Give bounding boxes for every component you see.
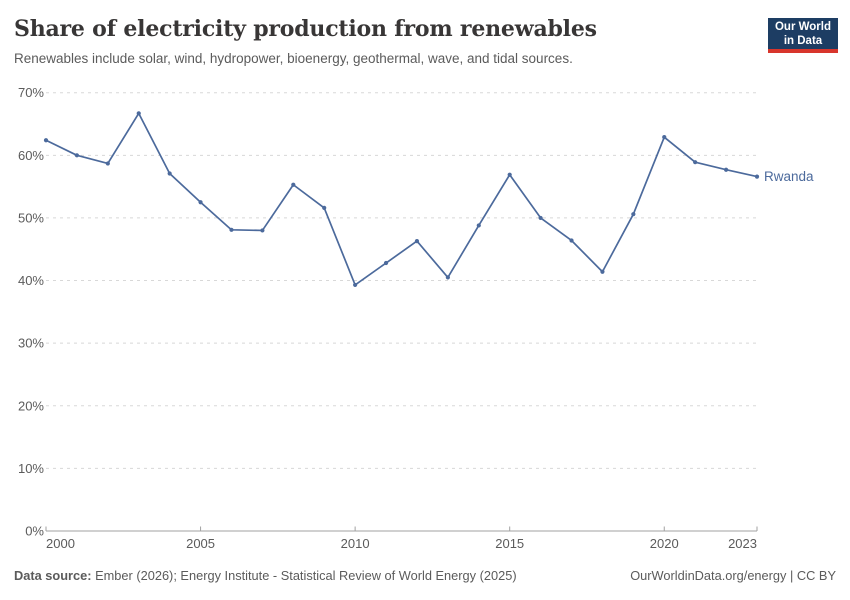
y-axis-tick-label: 60% bbox=[18, 148, 44, 163]
data-point[interactable] bbox=[693, 160, 698, 165]
y-axis-tick-label: 30% bbox=[18, 336, 44, 351]
x-axis-tick-label: 2020 bbox=[650, 536, 679, 551]
data-point[interactable] bbox=[383, 260, 389, 266]
y-axis-tick-label: 0% bbox=[25, 524, 44, 539]
data-point[interactable] bbox=[662, 135, 667, 140]
data-point[interactable] bbox=[538, 215, 543, 221]
x-axis-tick-label: 2015 bbox=[495, 536, 524, 551]
data-point[interactable] bbox=[631, 212, 636, 217]
chart-footer: Data source: Ember (2026); Energy Instit… bbox=[14, 568, 836, 583]
x-axis-tick-label: 2005 bbox=[186, 536, 215, 551]
data-point[interactable] bbox=[74, 153, 80, 158]
data-point[interactable] bbox=[291, 182, 296, 187]
data-point[interactable] bbox=[353, 282, 358, 288]
data-point[interactable] bbox=[260, 228, 265, 233]
owid-credit-link[interactable]: OurWorldinData.org/energy | CC BY bbox=[630, 568, 836, 583]
y-axis-tick-label: 20% bbox=[18, 398, 44, 413]
data-point[interactable] bbox=[167, 171, 172, 176]
y-axis-tick-label: 50% bbox=[18, 210, 44, 225]
y-axis-tick-label: 10% bbox=[18, 461, 44, 476]
data-point[interactable] bbox=[569, 238, 574, 243]
data-point[interactable] bbox=[600, 269, 605, 274]
series-line-rwanda[interactable] bbox=[45, 112, 758, 286]
owid-logo-line2: in Data bbox=[783, 35, 823, 47]
data-source-text: Ember (2026); Energy Institute - Statist… bbox=[91, 568, 517, 583]
data-point[interactable] bbox=[723, 167, 729, 172]
data-point[interactable] bbox=[229, 227, 234, 232]
data-point[interactable] bbox=[322, 205, 327, 211]
chart-subtitle: Renewables include solar, wind, hydropow… bbox=[14, 51, 573, 66]
owid-logo[interactable]: Our World in Data bbox=[768, 18, 838, 53]
chart-title: Share of electricity production from ren… bbox=[14, 16, 597, 42]
data-point[interactable] bbox=[476, 223, 481, 228]
data-source-note: Data source: Ember (2026); Energy Instit… bbox=[14, 568, 517, 583]
data-point[interactable] bbox=[445, 275, 450, 280]
owid-logo-line1: Our World bbox=[774, 21, 831, 33]
y-axis-tick-label: 70% bbox=[18, 85, 44, 100]
data-point[interactable] bbox=[507, 172, 512, 177]
x-axis-tick-label: 2000 bbox=[46, 536, 75, 551]
series-end-label[interactable]: Rwanda bbox=[764, 169, 814, 184]
data-point[interactable] bbox=[43, 138, 49, 143]
data-point[interactable] bbox=[414, 238, 420, 244]
data-point[interactable] bbox=[105, 161, 110, 166]
data-point[interactable] bbox=[136, 111, 141, 116]
x-axis-tick-label: 2010 bbox=[341, 536, 370, 551]
data-source-label: Data source: bbox=[14, 568, 92, 583]
data-point[interactable] bbox=[198, 200, 203, 205]
x-axis-tick-label: 2023 bbox=[728, 536, 757, 551]
data-point[interactable] bbox=[754, 174, 760, 179]
y-axis-tick-label: 40% bbox=[18, 273, 44, 288]
